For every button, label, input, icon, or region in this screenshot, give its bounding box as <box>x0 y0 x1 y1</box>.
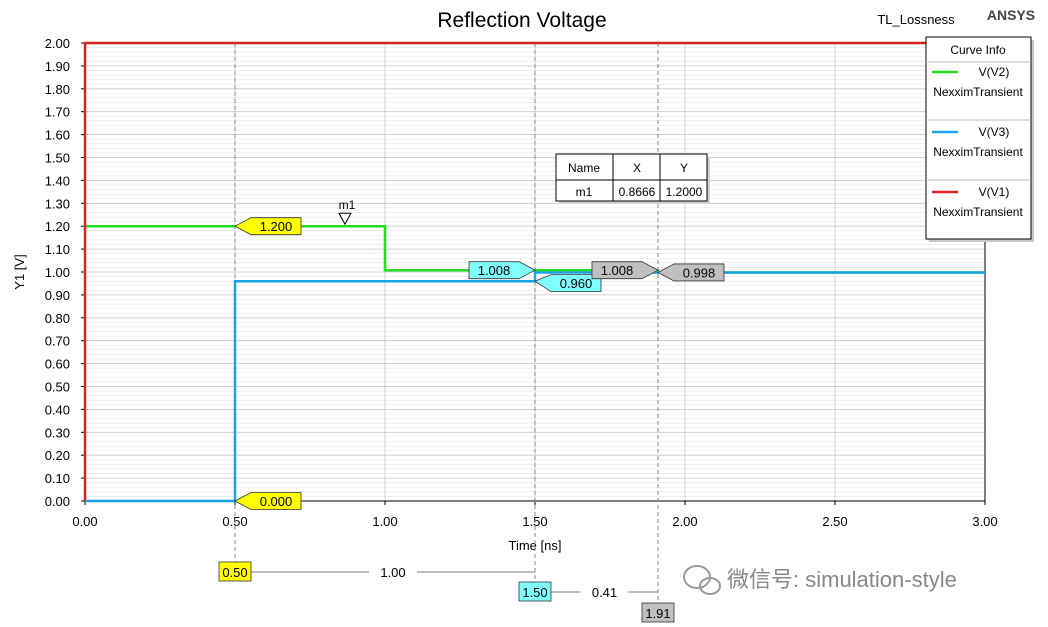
data-label[interactable]: 1.008 <box>591 261 659 280</box>
delta-readout: 0.41 <box>551 585 658 600</box>
x-tick-label: 3.00 <box>972 514 997 529</box>
data-label[interactable]: 0.000 <box>234 492 302 510</box>
y-tick-label: 1.70 <box>45 105 70 120</box>
marker-label: m1 <box>339 198 356 212</box>
marker-table-cell-y: 1.2000 <box>666 185 703 199</box>
cursor-readout[interactable]: 1.91 <box>641 602 675 623</box>
legend-item[interactable]: V(V1) NexximTransient <box>932 185 1023 219</box>
legend-item[interactable]: V(V2) NexximTransient <box>926 65 1031 121</box>
cursor-readout-text: 1.91 <box>645 606 670 621</box>
legend-series-name: V(V3) <box>979 125 1010 139</box>
data-label-text: 1.200 <box>260 219 293 234</box>
cursor-readout-text: 0.50 <box>222 565 247 580</box>
legend-series-name: V(V1) <box>979 185 1010 199</box>
axis-ticks: 0.00 0.10 0.20 0.30 0.40 0.50 0.60 0.70 0.80 0.90… <box>45 36 998 529</box>
marker-table-header-name: Name <box>568 161 600 175</box>
series-line-v-v1- <box>83 41 985 501</box>
y-tick-label: 0.20 <box>45 448 70 463</box>
legend[interactable]: Curve Info V(V2) NexximTransient V(V3) Nexx… <box>925 36 1034 242</box>
marker-table-cell-x: 0.8666 <box>619 185 656 199</box>
marker-table[interactable]: Name X Y m1 0.8666 1.2000 <box>555 153 710 204</box>
legend-title: Curve Info <box>950 43 1006 57</box>
y-tick-label: 1.30 <box>45 196 70 211</box>
legend-series-name: V(V2) <box>979 65 1010 79</box>
marker-triangle[interactable] <box>338 212 352 226</box>
y-tick-label: 0.80 <box>45 311 70 326</box>
marker-table-cell-name: m1 <box>576 185 593 199</box>
data-label-text: 0.998 <box>683 265 716 280</box>
brand-logo-text: ANSYS <box>987 7 1035 23</box>
y-tick-label: 1.50 <box>45 151 70 166</box>
y-tick-label: 1.10 <box>45 242 70 257</box>
data-label[interactable]: 0.960 <box>534 274 602 293</box>
y-tick-label: 0.30 <box>45 425 70 440</box>
y-tick-label: 0.00 <box>45 494 70 509</box>
y-tick-label: 0.10 <box>45 471 70 486</box>
legend-series-sub: NexximTransient <box>933 145 1023 159</box>
data-label-text: 1.008 <box>478 263 511 278</box>
watermark: 微信号: simulation-style <box>683 565 957 595</box>
x-tick-label: 0.00 <box>72 514 97 529</box>
x-tick-label: 2.50 <box>822 514 847 529</box>
cursor-readout-text: 1.50 <box>522 585 547 600</box>
marker-table-header-y: Y <box>680 161 688 175</box>
y-tick-label: 0.60 <box>45 357 70 372</box>
y-tick-label: 1.90 <box>45 59 70 74</box>
y-axis-label: Y1 [V] <box>12 254 27 289</box>
chart-title: Reflection Voltage <box>437 9 606 32</box>
marker-m1[interactable]: m1 <box>338 198 356 226</box>
data-label[interactable]: 1.200 <box>234 217 302 236</box>
x-tick-label: 1.00 <box>372 514 397 529</box>
project-name: TL_Lossness <box>877 12 955 27</box>
wechat-icon <box>683 565 721 595</box>
y-tick-label: 1.00 <box>45 265 70 280</box>
data-label-text: 0.000 <box>260 494 293 509</box>
legend-series-sub: NexximTransient <box>933 205 1023 219</box>
y-tick-label: 0.50 <box>45 380 70 395</box>
data-label-text: 0.960 <box>560 276 593 291</box>
cursor-readout[interactable]: 0.50 <box>218 561 252 582</box>
y-tick-label: 1.20 <box>45 219 70 234</box>
y-tick-label: 0.70 <box>45 334 70 349</box>
cursor-readouts: 0.50 1.50 1.91 1.00 0.41 <box>218 561 675 623</box>
marker-table-header-x: X <box>633 161 641 175</box>
y-tick-label: 1.80 <box>45 82 70 97</box>
y-tick-label: 1.60 <box>45 128 70 143</box>
delta-readout-text: 1.00 <box>380 565 405 580</box>
y-tick-label: 0.90 <box>45 288 70 303</box>
legend-item[interactable]: V(V3) NexximTransient <box>926 125 1031 181</box>
data-labels: 1.200 0.000 1.008 0.960 1.008 0.998 <box>234 217 725 510</box>
x-tick-label: 2.00 <box>672 514 697 529</box>
cursor-readout[interactable]: 1.50 <box>518 581 552 602</box>
x-axis-label: Time [ns] <box>509 538 562 553</box>
watermark-text: 微信号: simulation-style <box>727 567 957 592</box>
delta-readout-text: 0.41 <box>592 585 617 600</box>
y-tick-label: 1.40 <box>45 173 70 188</box>
data-label[interactable]: 1.008 <box>468 261 536 280</box>
data-label[interactable]: 0.998 <box>657 263 725 282</box>
y-tick-label: 0.40 <box>45 402 70 417</box>
y-tick-label: 2.00 <box>45 36 70 51</box>
delta-readout: 1.00 <box>251 565 535 580</box>
data-label-text: 1.008 <box>601 263 634 278</box>
legend-series-sub: NexximTransient <box>933 85 1023 99</box>
